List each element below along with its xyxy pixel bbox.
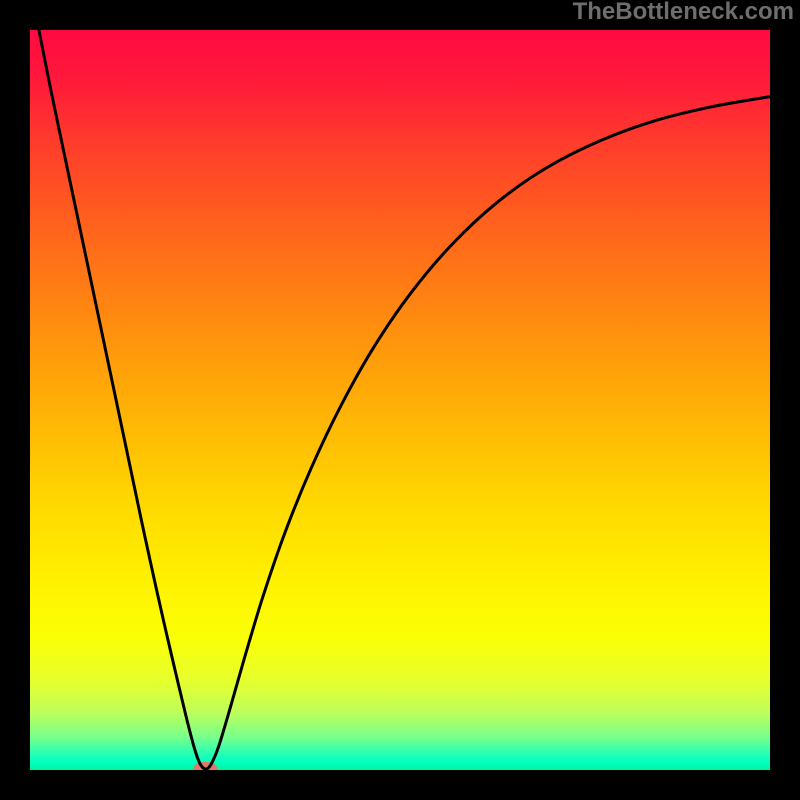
gradient-background bbox=[30, 30, 770, 770]
plot-svg bbox=[30, 30, 770, 770]
chart-frame: TheBottleneck.com bbox=[0, 0, 800, 800]
plot-area bbox=[30, 30, 770, 770]
watermark-text: TheBottleneck.com bbox=[573, 0, 794, 26]
